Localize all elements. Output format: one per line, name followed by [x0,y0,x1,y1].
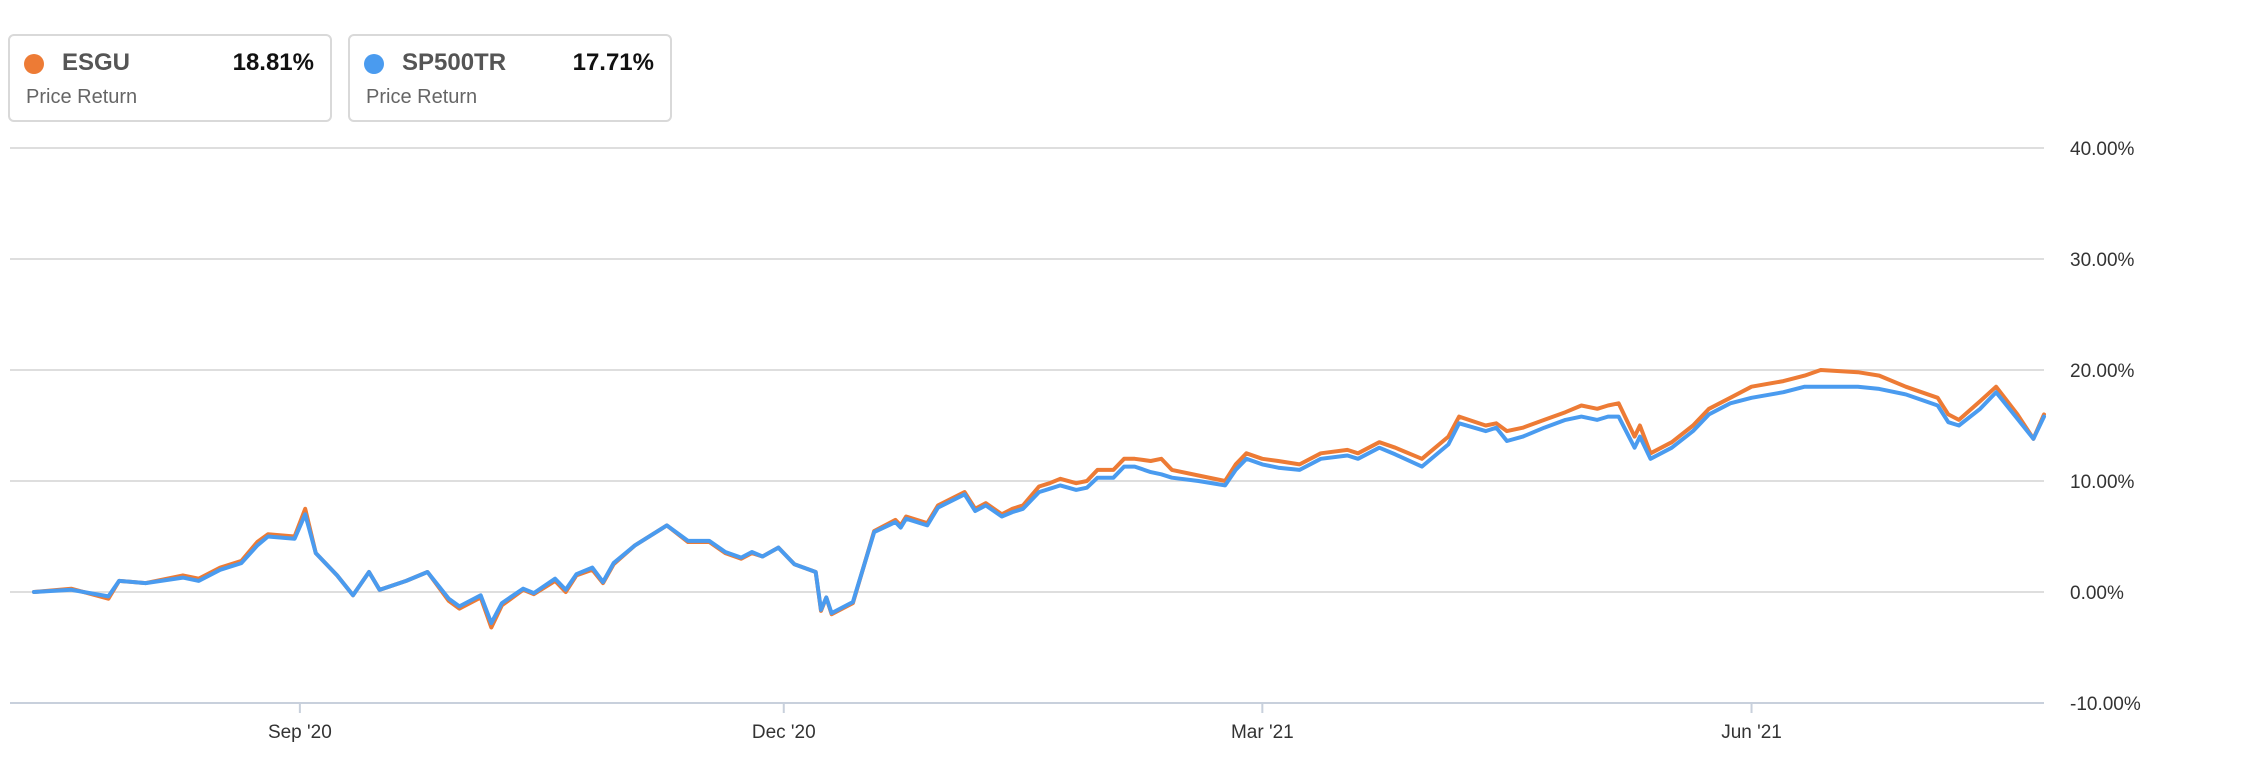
y-tick-label: 10.00% [2070,472,2135,493]
series-line-esgu[interactable] [32,368,2046,630]
y-tick-label: 0.00% [2070,583,2124,604]
esgu-return-value: 18.81% [232,49,314,76]
x-tick-label: Jun '21 [1721,722,1782,743]
y-tick-label: 40.00% [2070,139,2135,160]
sp500tr-return-type: Price Return [366,86,478,108]
esgu-color-dot-icon [24,54,44,74]
x-axis: Sep '20 Dec '20 Mar '21 Jun '21 [268,703,1782,743]
y-tick-label: 30.00% [2070,250,2135,271]
sp500tr-color-dot-icon [364,54,384,74]
legend-card-esgu[interactable]: ESGU 18.81% Price Return [8,34,332,122]
legend-card-sp500tr[interactable]: SP500TR 17.71% Price Return [348,34,672,122]
y-axis-labels: 40.00% 30.00% 20.00% 10.00% 0.00% -10.00% [2070,139,2141,715]
series-lines[interactable] [32,368,2046,630]
esgu-ticker: ESGU [62,49,131,76]
x-tick-label: Sep '20 [268,722,332,743]
y-tick-label: 20.00% [2070,361,2135,382]
x-tick-label: Dec '20 [752,722,816,743]
series-line-sp500tr[interactable] [32,384,2046,626]
y-tick-label: -10.00% [2070,694,2141,715]
esgu-return-type: Price Return [26,86,138,108]
sp500tr-return-value: 17.71% [572,49,654,76]
sp500tr-ticker: SP500TR [402,49,507,76]
grid-lines [10,147,2044,704]
x-tick-label: Mar '21 [1231,722,1294,743]
